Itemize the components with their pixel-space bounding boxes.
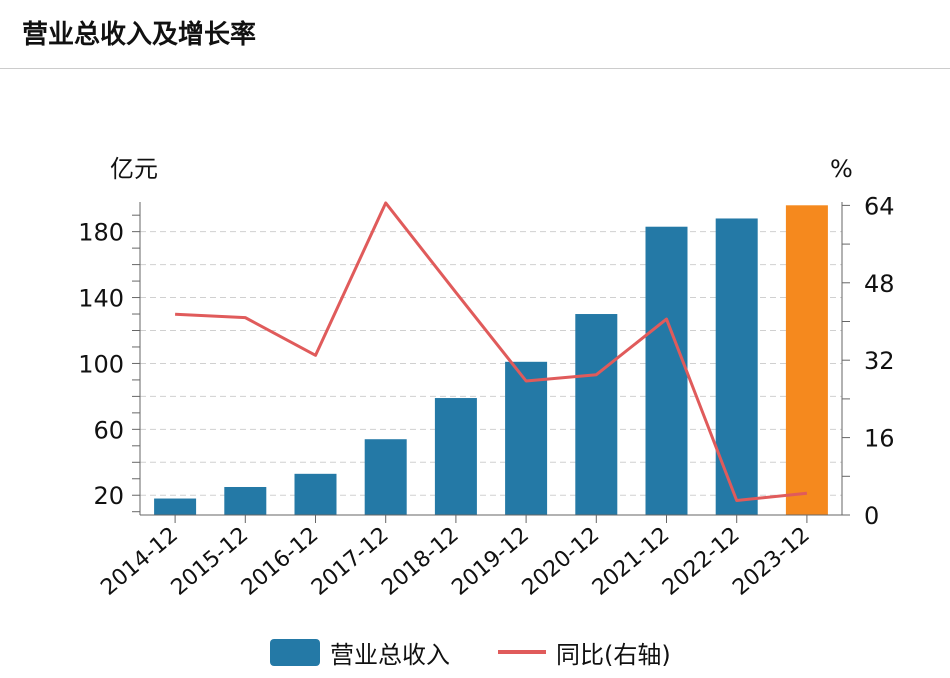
legend-line-swatch: [498, 650, 546, 654]
legend-item-growth: 同比(右轴): [498, 630, 671, 674]
growth-line-path: [175, 201, 808, 502]
right-tick-label-48: 48: [864, 270, 895, 298]
x-tick-label-2014-12: 2014-12: [96, 522, 182, 600]
x-tick-label-2019-12: 2019-12: [447, 522, 533, 600]
right-tick-label-0: 0: [864, 502, 879, 530]
chart-title: 营业总收入及增长率: [22, 20, 257, 50]
bar-2016-12: [294, 473, 337, 515]
right-tick-label-32: 32: [864, 347, 895, 375]
right-axis-unit: %: [830, 155, 853, 183]
chart-legend: 营业总收入 同比(右轴): [0, 630, 950, 674]
x-tick-label-2022-12: 2022-12: [658, 522, 744, 600]
bar-2020-12: [575, 314, 618, 515]
growth-line: [175, 201, 808, 502]
revenue-growth-chart: 20 60 100 140 180 0 16 32 48 64 2014-122015-122016…: [78, 155, 895, 601]
left-tick-label-140: 140: [78, 285, 124, 313]
revenue-bars: [154, 205, 828, 516]
x-tick-label-2017-12: 2017-12: [307, 522, 393, 600]
left-tick-label-60: 60: [93, 416, 124, 444]
bar-2021-12: [645, 226, 688, 516]
left-tick-label-180: 180: [78, 219, 124, 247]
bar-2017-12: [364, 439, 407, 515]
x-tick-label-2020-12: 2020-12: [518, 522, 604, 600]
bar-2014-12: [154, 498, 197, 515]
left-axis-unit: 亿元: [110, 155, 158, 183]
legend-label-growth: 同比(右轴): [556, 640, 671, 669]
right-tick-label-16: 16: [864, 425, 895, 453]
left-tick-label-100: 100: [78, 350, 124, 378]
legend-bar-swatch: [270, 638, 320, 666]
bar-2019-12: [505, 361, 548, 515]
bar-2022-12: [715, 218, 758, 515]
x-tick-label-2018-12: 2018-12: [377, 522, 463, 600]
chart-header: 营业总收入及增长率: [0, 0, 950, 69]
right-tick-label-64: 64: [864, 192, 895, 220]
x-tick-label-2021-12: 2021-12: [588, 522, 674, 600]
x-tick-label-2023-12: 2023-12: [728, 522, 814, 600]
bar-2015-12: [224, 486, 267, 515]
left-tick-label-20: 20: [93, 482, 124, 510]
legend-item-revenue: 营业总收入: [270, 630, 450, 674]
header-divider: [0, 68, 950, 69]
x-tick-label-2015-12: 2015-12: [167, 522, 253, 600]
legend-label-revenue: 营业总收入: [330, 640, 450, 669]
bar-2018-12: [434, 398, 477, 515]
x-tick-label-2016-12: 2016-12: [237, 522, 323, 600]
bar-2023-12: [785, 205, 828, 515]
